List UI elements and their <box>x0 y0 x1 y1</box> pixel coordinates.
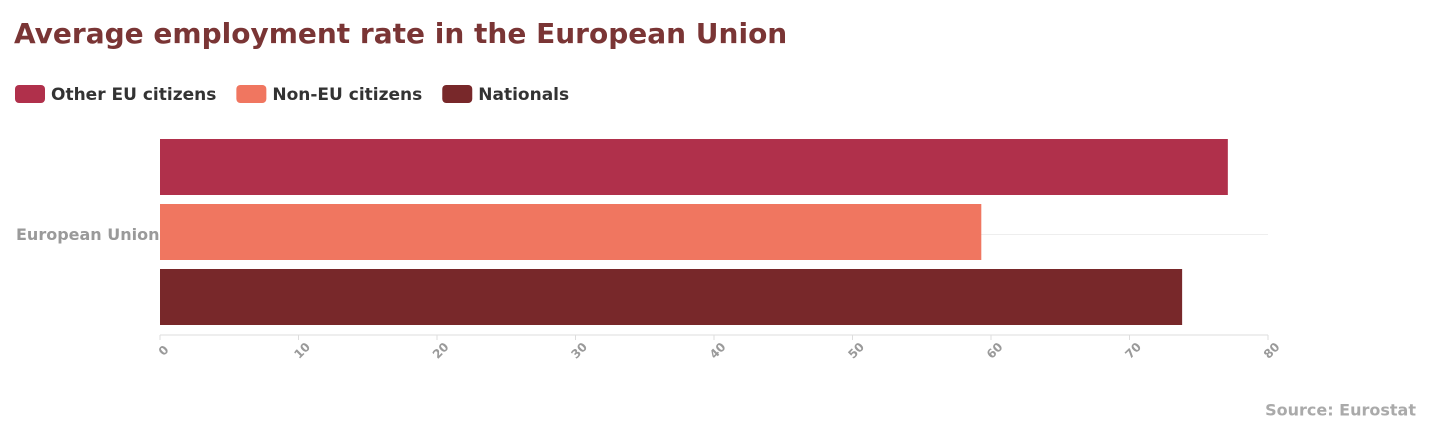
x-tick-label: 70 <box>1122 340 1144 362</box>
chart-title: Average employment rate in the European … <box>14 17 787 50</box>
x-tick-label: 80 <box>1261 340 1283 362</box>
x-tick-label: 20 <box>430 340 452 362</box>
legend-swatch <box>442 85 473 103</box>
bar <box>160 139 1228 195</box>
x-tick-label: 60 <box>984 340 1006 362</box>
x-tick-label: 40 <box>707 340 729 362</box>
x-tick-label: 30 <box>568 340 590 362</box>
x-tick-label: 0 <box>156 343 172 359</box>
bar <box>160 204 982 260</box>
legend-label: Nationals <box>478 85 569 105</box>
legend-swatch <box>236 85 267 103</box>
legend-swatch <box>15 85 45 103</box>
legend-label: Non-EU citizens <box>272 85 422 105</box>
legend-label: Other EU citizens <box>51 85 216 105</box>
y-tick-label: European Union <box>16 225 160 244</box>
source: Source: Eurostat <box>1265 401 1416 420</box>
x-tick-label: 10 <box>291 340 313 362</box>
x-tick-label: 50 <box>845 340 867 362</box>
bar <box>160 269 1183 325</box>
